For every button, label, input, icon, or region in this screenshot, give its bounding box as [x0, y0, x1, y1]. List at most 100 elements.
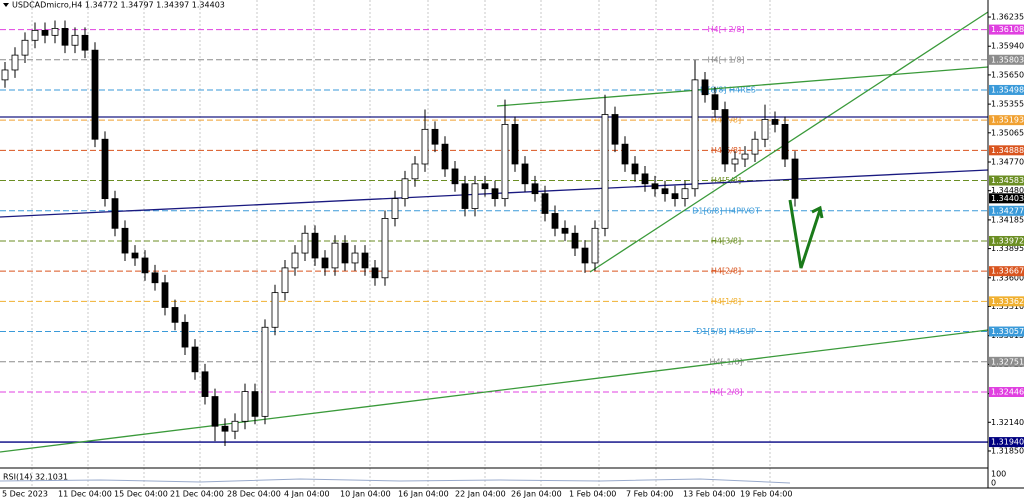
level-label: H4[5/8]: [711, 176, 741, 185]
level-price-box: [989, 235, 1024, 246]
candle-body: [151, 272, 159, 284]
x-tick-label: 26 Jan 04:00: [511, 490, 562, 499]
candle-body: [121, 227, 129, 254]
candle-body: [761, 119, 769, 140]
y-tick-label: 1.35065: [991, 128, 1024, 137]
candle-body: [251, 391, 259, 417]
y-tick-label: 1.36235: [991, 13, 1024, 22]
candle-body: [181, 321, 189, 348]
y-tick-label: 1.33600: [991, 273, 1024, 282]
level-label: H4[+2/8]: [708, 25, 745, 34]
candle-body: [231, 420, 239, 432]
level-label: H4[+1/8]: [708, 55, 745, 64]
candle-body: [651, 183, 659, 190]
y-tick-label: 1.35355: [991, 100, 1024, 109]
candle-body: [471, 183, 479, 209]
level-label: D1[5/8] H4SUP: [696, 327, 756, 336]
price-axis: 1.36235 1.35940 1.35650 1.35355 1.35065 1.347…: [988, 13, 1024, 488]
x-tick-label: 28 Dec 04:00: [227, 490, 281, 499]
candle-body: [291, 252, 299, 269]
candle-body: [41, 29, 49, 36]
level-price: 1.35498: [991, 85, 1024, 94]
y-tick-label: 1.33895: [991, 244, 1024, 253]
candle-body: [511, 123, 519, 165]
candle-body: [661, 188, 669, 195]
candle-body: [771, 119, 779, 125]
candle-body: [91, 49, 99, 140]
y-tick-label: 1.34770: [991, 158, 1024, 167]
menu-arrow[interactable]: [3, 3, 9, 7]
rsi-line: [0, 478, 791, 484]
candle-body: [681, 188, 689, 200]
level-price: 1.31940: [991, 438, 1024, 447]
x-tick-label: 13 Feb 04:00: [683, 490, 735, 499]
level-price-box: [989, 296, 1024, 307]
x-tick-label: 16 Jan 04:00: [398, 490, 449, 499]
candle-body: [61, 28, 69, 46]
candle-body: [371, 267, 379, 279]
candle-body: [141, 257, 149, 274]
candle-body: [271, 292, 279, 328]
candle-body: [161, 282, 169, 308]
candle-body: [401, 178, 409, 200]
candle-body: [581, 247, 589, 264]
chart-title: USDCADmicro,H4 1.34772 1.34797 1.34397 1…: [12, 1, 225, 10]
level-label: H4[1/8]: [711, 297, 741, 306]
candle-body: [721, 109, 729, 165]
candle-body: [101, 138, 109, 200]
level-price: 1.34583: [991, 176, 1024, 185]
candle-body: [411, 163, 419, 180]
rsi-label: RSI(14) 32.1031: [3, 473, 68, 482]
trend-line: [589, 11, 989, 273]
candle-body: [641, 173, 649, 185]
y-tick-label: 1.31850: [991, 446, 1024, 455]
arrow-head: [811, 205, 824, 219]
candle-body: [71, 34, 79, 46]
candle-body: [311, 232, 319, 259]
y-tick-label: 1.34480: [991, 186, 1024, 195]
candle-body: [671, 193, 679, 200]
candle-body: [111, 198, 119, 229]
level-label: H4[8/8] H4RES: [696, 85, 756, 94]
y-tick-label: 1.32140: [991, 418, 1024, 427]
current-price-box: [989, 193, 1024, 204]
level-price: 1.33972: [991, 236, 1024, 245]
candle-body: [621, 143, 629, 165]
candle-body: [341, 242, 349, 264]
candle-body: [211, 396, 219, 427]
x-tick-label: 11 Dec 04:00: [58, 490, 112, 499]
candle-body: [571, 232, 579, 249]
level-price-box: [989, 437, 1024, 448]
current-price: 1.34403: [991, 194, 1024, 203]
level-price-box: [989, 24, 1024, 35]
level-price: 1.32446: [991, 387, 1024, 396]
candle-body: [11, 54, 19, 71]
y-tick-label: 1.33310: [991, 302, 1024, 311]
level-price-box: [989, 54, 1024, 65]
candle-body: [491, 188, 499, 200]
candle-body: [451, 168, 459, 185]
level-price-box: [989, 84, 1024, 95]
level-label: H4[-2/8]: [709, 387, 742, 396]
candle-body: [711, 94, 719, 110]
rsi-tick-label: 0: [991, 479, 996, 488]
candle-body: [561, 227, 569, 234]
candle-body: [191, 346, 199, 373]
candle-body: [221, 425, 229, 432]
level-label: H4[2/8]: [711, 267, 741, 276]
candle-body: [51, 28, 59, 36]
candle-body: [31, 29, 39, 41]
candle-body: [481, 183, 489, 190]
candle-body: [201, 371, 209, 397]
candle-body: [601, 114, 609, 229]
candle-body: [521, 163, 529, 185]
grid: [31, 0, 771, 488]
candle-body: [241, 391, 249, 422]
level-price-box: [989, 386, 1024, 397]
candle-body: [331, 242, 339, 269]
candle-body: [351, 252, 359, 264]
candle-body: [501, 123, 509, 200]
candle-body: [701, 79, 709, 96]
level-price: 1.32751: [991, 357, 1024, 366]
y-tick-label: 1.34185: [991, 215, 1024, 224]
